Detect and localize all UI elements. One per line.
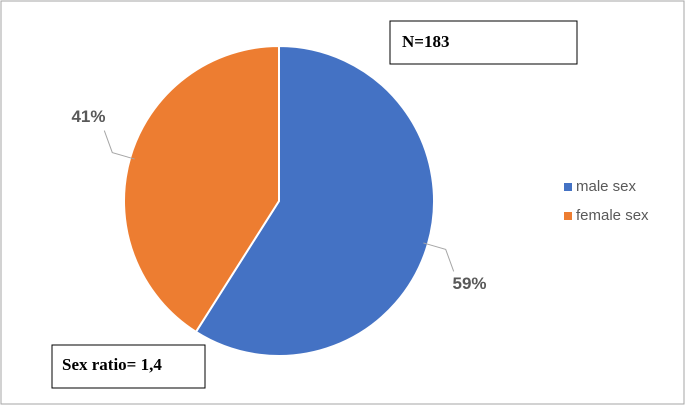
annotation-box — [389, 20, 578, 65]
annotation: N=183 — [402, 32, 449, 51]
legend-swatch — [564, 212, 572, 220]
legend-swatch — [564, 183, 572, 191]
annotation-box — [51, 344, 206, 389]
leader-line — [103, 130, 135, 160]
pie — [103, 44, 455, 357]
data-label: 41% — [71, 107, 105, 126]
annotation: Sex ratio= 1,4 — [62, 355, 162, 374]
leader-line — [423, 242, 455, 272]
legend-label: female sex — [576, 207, 649, 224]
data-label: 59% — [453, 274, 487, 293]
legend-label: male sex — [576, 178, 637, 195]
